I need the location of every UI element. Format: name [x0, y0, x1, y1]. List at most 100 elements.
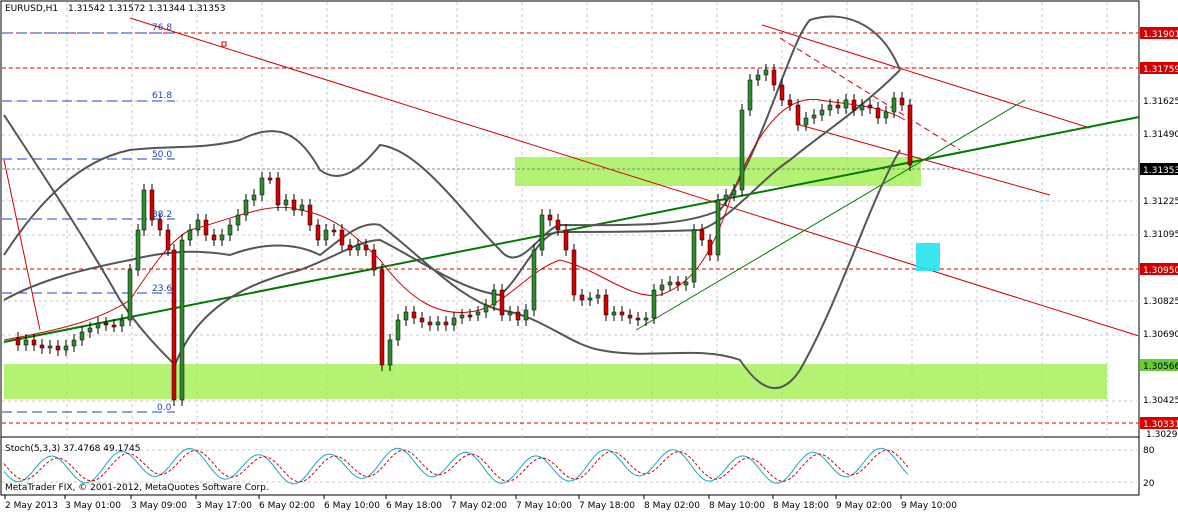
candle-body	[595, 294, 601, 299]
candle-body	[157, 219, 163, 231]
time-label: 9 May 02:00	[836, 501, 892, 511]
candle-body	[187, 229, 193, 241]
candle-body	[523, 309, 529, 321]
candle-body	[275, 177, 281, 206]
price-tick: 1.31095	[1143, 230, 1178, 240]
stoch-main-line	[3, 447, 909, 485]
candle-body	[699, 229, 705, 241]
cyan-marker[interactable]	[916, 243, 940, 271]
time-label: 6 May 10:00	[324, 501, 380, 511]
secondary-trendline[interactable]	[635, 99, 1026, 331]
price-tick: 1.30690	[1143, 330, 1178, 340]
candle-body	[243, 199, 249, 216]
candle-body	[95, 322, 101, 329]
price-tags: 1.31901 1.31759 1.31353 1.30950 1.30566 …	[1140, 27, 1178, 430]
candle-body	[875, 107, 881, 119]
candle-body	[731, 189, 737, 196]
anchor-handle[interactable]	[221, 41, 227, 47]
candle-body	[771, 69, 777, 86]
stoch-signal-line	[3, 449, 909, 483]
candle-body	[39, 344, 45, 349]
candle-body	[619, 311, 625, 316]
price-tick: 1.30425	[1143, 396, 1178, 406]
candle-body	[723, 194, 729, 201]
candle-body	[347, 244, 353, 251]
candle-body	[419, 317, 425, 323]
candle-body	[451, 317, 457, 326]
time-label: 7 May 10:00	[516, 501, 572, 511]
candlesticks[interactable]	[15, 64, 913, 406]
support-zone[interactable]	[4, 364, 1107, 399]
candle-body	[379, 269, 385, 366]
candle-body	[283, 199, 289, 206]
candle-body	[403, 311, 409, 321]
candle-body	[179, 239, 185, 401]
price-axis: 1.31625 1.31490 1.31225 1.31095 1.30825 …	[1143, 97, 1178, 440]
candle-body	[299, 204, 305, 211]
candle-body	[443, 321, 449, 326]
candle-body	[531, 249, 537, 311]
candle-body	[739, 109, 745, 191]
time-label: 2 May 2013	[5, 501, 58, 511]
time-label: 3 May 17:00	[196, 501, 252, 511]
candle-body	[47, 345, 53, 349]
fibonacci-labels: 76.8 61.8 50.0 38.2 23.6 0.0	[152, 23, 172, 413]
price-tag: 1.30566	[1143, 362, 1178, 372]
candle-body	[291, 199, 297, 211]
candle-body	[63, 345, 69, 351]
candle-body	[435, 321, 441, 326]
candle-body	[467, 314, 473, 318]
candle-body	[587, 297, 593, 301]
candle-body	[395, 319, 401, 341]
candle-body	[643, 317, 649, 321]
time-label: 7 May 02:00	[451, 501, 507, 511]
time-axis: 2 May 2013 3 May 01:00 3 May 09:00 3 May 17…	[4, 495, 957, 511]
candle-body	[363, 244, 369, 251]
candle-body	[579, 294, 585, 301]
price-tick: 1.31225	[1143, 197, 1178, 207]
resistance-zone[interactable]	[515, 157, 921, 186]
candle-body	[555, 219, 561, 231]
candle-body	[899, 97, 905, 106]
candle-body	[859, 104, 865, 111]
candle-body	[755, 74, 761, 81]
fib-label-61: 61.8	[152, 91, 172, 101]
candle-body	[31, 339, 37, 346]
candle-body	[135, 229, 141, 271]
candle-body	[127, 269, 133, 321]
price-tick: 1.30290	[1146, 430, 1178, 440]
candle-body	[55, 345, 61, 351]
main-trendline[interactable]	[3, 116, 1140, 343]
time-label: 3 May 09:00	[131, 501, 187, 511]
candle-body	[227, 224, 233, 236]
candle-body	[507, 311, 513, 316]
price-tick: 1.31490	[1143, 130, 1178, 140]
candle-body	[203, 219, 209, 236]
chart-ohlc: 1.31542 1.31572 1.31344 1.31353	[68, 4, 225, 14]
candle-body	[411, 311, 417, 319]
price-tag: 1.30331	[1143, 420, 1178, 430]
candle-body	[907, 104, 913, 166]
candle-body	[171, 249, 177, 401]
chart-symbol: EURUSD,H1	[5, 4, 58, 14]
candle-body	[235, 214, 241, 226]
candle-body	[707, 239, 713, 256]
time-label: 8 May 10:00	[709, 501, 765, 511]
candle-body	[165, 229, 171, 251]
candle-body	[627, 314, 633, 319]
candle-body	[683, 281, 689, 286]
candle-body	[315, 224, 321, 241]
time-label: 8 May 18:00	[773, 501, 829, 511]
candle-body	[259, 177, 265, 196]
candle-body	[811, 114, 817, 119]
candle-body	[691, 229, 697, 283]
candle-body	[779, 84, 785, 101]
candle-body	[23, 339, 29, 346]
candle-body	[459, 314, 465, 319]
candle-body	[387, 339, 393, 366]
candle-body	[499, 289, 505, 316]
stoch-scale-20: 20	[1143, 479, 1155, 489]
candle-body	[211, 234, 217, 241]
